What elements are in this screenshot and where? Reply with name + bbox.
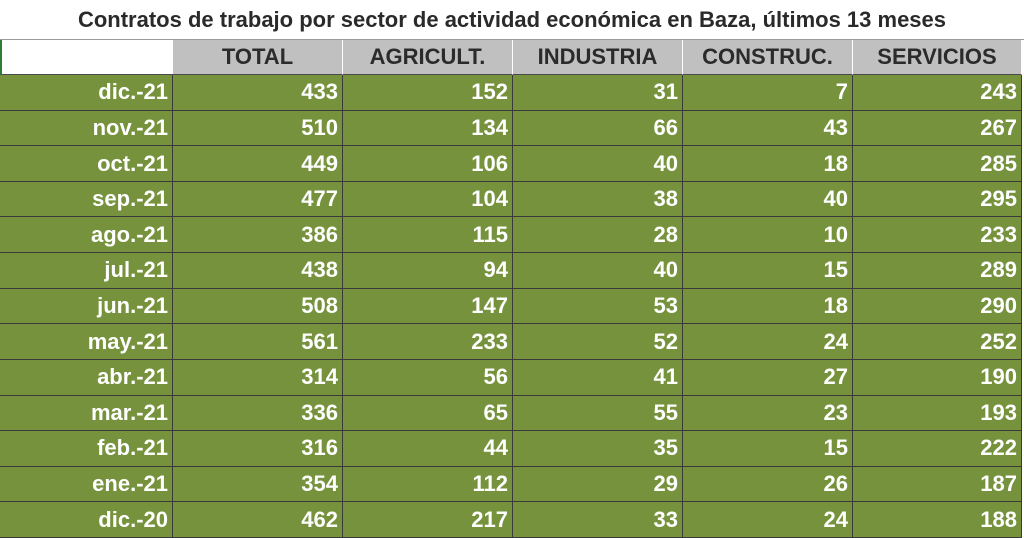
row-label: abr.-21 xyxy=(0,359,173,396)
value-cell: 115 xyxy=(343,217,513,254)
value-cell: 233 xyxy=(853,217,1022,254)
value-cell: 18 xyxy=(683,146,853,182)
value-cell: 104 xyxy=(343,181,513,218)
value-cell: 386 xyxy=(173,217,343,254)
value-cell: 438 xyxy=(173,253,343,289)
value-cell: 31 xyxy=(513,75,683,111)
value-cell: 252 xyxy=(853,324,1022,360)
value-cell: 40 xyxy=(683,181,853,218)
row-label: jul.-21 xyxy=(0,253,173,289)
row-label: oct.-21 xyxy=(0,146,173,182)
value-cell: 295 xyxy=(853,181,1022,218)
value-cell: 449 xyxy=(173,146,343,182)
value-cell: 187 xyxy=(853,466,1022,503)
value-cell: 18 xyxy=(683,288,853,325)
value-cell: 26 xyxy=(683,466,853,503)
value-cell: 112 xyxy=(343,466,513,503)
value-cell: 147 xyxy=(343,288,513,325)
value-cell: 433 xyxy=(173,75,343,111)
column-header: SERVICIOS xyxy=(853,40,1022,75)
value-cell: 510 xyxy=(173,110,343,147)
value-cell: 289 xyxy=(853,253,1022,289)
value-cell: 24 xyxy=(683,502,853,538)
value-cell: 56 xyxy=(343,359,513,396)
value-cell: 134 xyxy=(343,110,513,147)
value-cell: 43 xyxy=(683,110,853,147)
value-cell: 33 xyxy=(513,502,683,538)
column-header: AGRICULT. xyxy=(343,40,513,75)
value-cell: 290 xyxy=(853,288,1022,325)
row-label: may.-21 xyxy=(0,324,173,360)
value-cell: 233 xyxy=(343,324,513,360)
row-label: ago.-21 xyxy=(0,217,173,254)
value-cell: 190 xyxy=(853,359,1022,396)
corner-cell xyxy=(0,40,173,75)
value-cell: 66 xyxy=(513,110,683,147)
value-cell: 354 xyxy=(173,466,343,503)
value-cell: 285 xyxy=(853,146,1022,182)
value-cell: 24 xyxy=(683,324,853,360)
value-cell: 477 xyxy=(173,181,343,218)
value-cell: 193 xyxy=(853,395,1022,432)
value-cell: 222 xyxy=(853,431,1022,467)
value-cell: 15 xyxy=(683,431,853,467)
value-cell: 28 xyxy=(513,217,683,254)
value-cell: 462 xyxy=(173,502,343,538)
value-cell: 15 xyxy=(683,253,853,289)
value-cell: 27 xyxy=(683,359,853,396)
value-cell: 561 xyxy=(173,324,343,360)
value-cell: 38 xyxy=(513,181,683,218)
value-cell: 52 xyxy=(513,324,683,360)
column-header: CONSTRUC. xyxy=(683,40,853,75)
column-header: INDUSTRIA xyxy=(513,40,683,75)
value-cell: 65 xyxy=(343,395,513,432)
value-cell: 316 xyxy=(173,431,343,467)
value-cell: 41 xyxy=(513,359,683,396)
value-cell: 267 xyxy=(853,110,1022,147)
value-cell: 29 xyxy=(513,466,683,503)
value-cell: 314 xyxy=(173,359,343,396)
row-label: dic.-21 xyxy=(0,75,173,111)
value-cell: 152 xyxy=(343,75,513,111)
row-label: ene.-21 xyxy=(0,466,173,503)
value-cell: 10 xyxy=(683,217,853,254)
value-cell: 53 xyxy=(513,288,683,325)
value-cell: 40 xyxy=(513,146,683,182)
value-cell: 243 xyxy=(853,75,1022,111)
column-header: TOTAL xyxy=(173,40,343,75)
value-cell: 55 xyxy=(513,395,683,432)
value-cell: 336 xyxy=(173,395,343,432)
value-cell: 23 xyxy=(683,395,853,432)
value-cell: 94 xyxy=(343,253,513,289)
table-title: Contratos de trabajo por sector de activ… xyxy=(0,0,1024,40)
row-label: sep.-21 xyxy=(0,181,173,218)
value-cell: 217 xyxy=(343,502,513,538)
row-label: feb.-21 xyxy=(0,431,173,467)
row-label: mar.-21 xyxy=(0,395,173,432)
value-cell: 44 xyxy=(343,431,513,467)
value-cell: 40 xyxy=(513,253,683,289)
value-cell: 188 xyxy=(853,502,1022,538)
row-label: jun.-21 xyxy=(0,288,173,325)
value-cell: 508 xyxy=(173,288,343,325)
row-label: dic.-20 xyxy=(0,502,173,538)
value-cell: 35 xyxy=(513,431,683,467)
row-label: nov.-21 xyxy=(0,110,173,147)
value-cell: 106 xyxy=(343,146,513,182)
value-cell: 7 xyxy=(683,75,853,111)
